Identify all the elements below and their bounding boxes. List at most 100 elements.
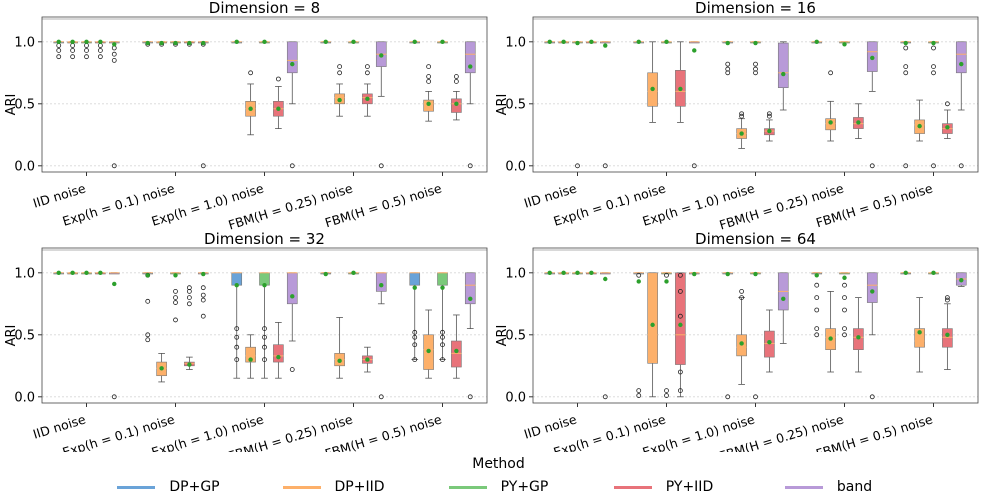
- mean-marker: [262, 283, 267, 288]
- outlier: [337, 64, 343, 69]
- mean-marker: [781, 71, 786, 77]
- outlier: [739, 113, 745, 119]
- legend-item-py-iid: PY+IID: [581, 479, 746, 495]
- box-dp-iid: [156, 40, 167, 47]
- mean-marker: [636, 279, 641, 284]
- outlier: [753, 61, 758, 67]
- outlier: [145, 332, 151, 338]
- box-band: [777, 41, 789, 111]
- outlier: [200, 163, 206, 169]
- outlier: [200, 285, 206, 291]
- legend-swatch-py-iid: [613, 485, 652, 489]
- outlier: [725, 61, 731, 67]
- mean-marker: [856, 120, 861, 125]
- outlier: [814, 295, 820, 301]
- mean-marker: [426, 101, 431, 107]
- box-py-iid: [586, 270, 597, 275]
- outlier: [944, 101, 950, 107]
- box-py-iid: [675, 41, 686, 123]
- outlier: [186, 288, 192, 294]
- box-body: [777, 42, 789, 88]
- mean-marker: [201, 271, 206, 277]
- mean-marker: [767, 128, 772, 134]
- mean-marker: [589, 270, 594, 275]
- mean-marker: [650, 86, 655, 92]
- outlier: [869, 163, 875, 169]
- mean-marker: [351, 39, 356, 44]
- y-tick-label: 0.5: [505, 97, 526, 112]
- mean-marker: [276, 106, 281, 111]
- mean-marker: [412, 285, 417, 290]
- box-dp-iid: [914, 99, 925, 142]
- box-body: [464, 272, 476, 305]
- outlier: [275, 76, 281, 82]
- outlier: [84, 43, 89, 48]
- mean-marker: [440, 285, 445, 290]
- outlier: [56, 54, 62, 60]
- mean-marker: [173, 273, 178, 278]
- box-band: [866, 272, 878, 400]
- box-dp-gp: [722, 40, 734, 76]
- box-py-iid: [853, 297, 864, 373]
- outlier: [602, 394, 608, 400]
- box-py-iid: [451, 74, 462, 121]
- box-py-gp: [259, 272, 270, 379]
- plot-frame: [532, 16, 979, 173]
- outlier: [664, 393, 669, 398]
- box-band: [375, 272, 387, 400]
- box-band: [464, 41, 476, 169]
- mean-marker: [575, 40, 580, 46]
- box-py-gp: [81, 270, 92, 275]
- mean-marker: [692, 271, 697, 277]
- box-dp-gp: [320, 271, 332, 277]
- box-py-gp: [259, 39, 270, 44]
- legend-swatch-dp-iid: [282, 485, 321, 489]
- outlier: [467, 394, 473, 400]
- mean-marker: [575, 270, 580, 275]
- y-tick-label: 1.0: [505, 266, 526, 281]
- y-axis-label: ARI: [4, 94, 19, 116]
- box-py-iid: [273, 321, 284, 379]
- outlier: [364, 64, 370, 69]
- outlier: [262, 344, 267, 350]
- mean-marker: [842, 275, 847, 280]
- mean-marker: [725, 40, 730, 46]
- outlier: [739, 111, 745, 117]
- mean-marker: [753, 40, 758, 46]
- mean-marker: [781, 296, 786, 302]
- outlier: [111, 51, 117, 57]
- outlier: [289, 367, 295, 372]
- outlier: [440, 342, 445, 348]
- mean-marker: [959, 61, 964, 67]
- outlier: [56, 43, 62, 48]
- box-py-gp: [572, 40, 583, 169]
- box-py-gp: [661, 272, 672, 398]
- outlier: [677, 369, 683, 375]
- y-tick-label: 0.0: [505, 159, 526, 174]
- mean-marker: [248, 106, 253, 111]
- mean-marker: [351, 270, 356, 275]
- mean-marker: [323, 39, 328, 44]
- mean-marker: [636, 39, 641, 44]
- box-py-gp: [750, 40, 761, 76]
- outlier: [173, 288, 178, 294]
- box-band: [866, 41, 878, 169]
- y-tick-label: 0.5: [14, 97, 35, 112]
- outlier: [440, 329, 445, 335]
- y-tick-label: 0.0: [505, 390, 526, 405]
- box-band: [197, 271, 209, 319]
- outlier: [97, 43, 103, 48]
- box-body: [955, 41, 967, 74]
- box-dp-iid: [245, 70, 256, 136]
- box-py-iid: [764, 309, 775, 373]
- mean-marker: [945, 332, 950, 337]
- chart-title: Dimension = 8: [209, 0, 320, 17]
- box-dp-iid: [334, 64, 345, 117]
- mean-marker: [201, 40, 206, 46]
- outlier: [337, 70, 343, 76]
- mean-marker: [248, 357, 253, 362]
- outlier: [739, 295, 745, 301]
- outlier: [145, 298, 151, 304]
